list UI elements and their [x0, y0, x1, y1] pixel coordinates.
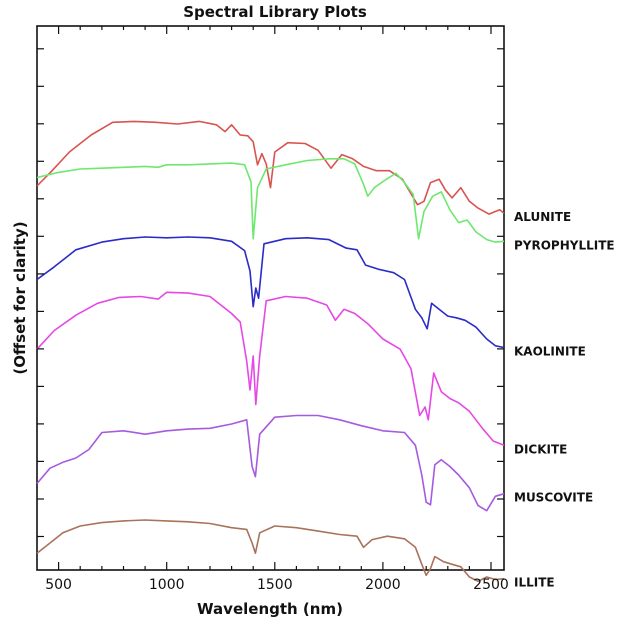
x-tick-label: 500: [45, 577, 72, 593]
x-axis-label: Wavelength (nm): [197, 600, 343, 618]
x-tick-label: 1000: [149, 577, 185, 593]
x-ticks: 500 1000 1500 2000 2500: [45, 26, 509, 593]
chart-title: Spectral Library Plots: [183, 3, 367, 21]
series-label-alunite: ALUNITE: [514, 210, 571, 224]
series-line-illite: [36, 519, 505, 583]
series-line-alunite: [36, 120, 505, 215]
series-label-kaolinite: KAOLINITE: [514, 345, 586, 359]
series-line-dickite: [36, 291, 505, 447]
series-line-muscovite: [36, 414, 505, 512]
series-labels: ALUNITE PYROPHYLLITE KAOLINITE DICKITE MUSCO…: [514, 210, 615, 590]
series-label-dickite: DICKITE: [514, 442, 567, 456]
series-label-muscovite: MUSCOVITE: [514, 491, 593, 505]
y-ticks: [37, 48, 504, 538]
x-tick-label: 1500: [257, 577, 293, 593]
series-line-pyrophyllite: [36, 158, 505, 243]
series-line-kaolinite: [36, 236, 505, 349]
x-tick-label: 2500: [473, 577, 509, 593]
x-tick-label: 2000: [365, 577, 401, 593]
y-axis-label: (Offset for clarity): [11, 221, 29, 374]
series-layer: [36, 120, 505, 583]
series-label-illite: ILLITE: [514, 576, 555, 590]
series-label-pyrophyllite: PYROPHYLLITE: [514, 238, 615, 252]
plot-frame: [36, 25, 505, 571]
